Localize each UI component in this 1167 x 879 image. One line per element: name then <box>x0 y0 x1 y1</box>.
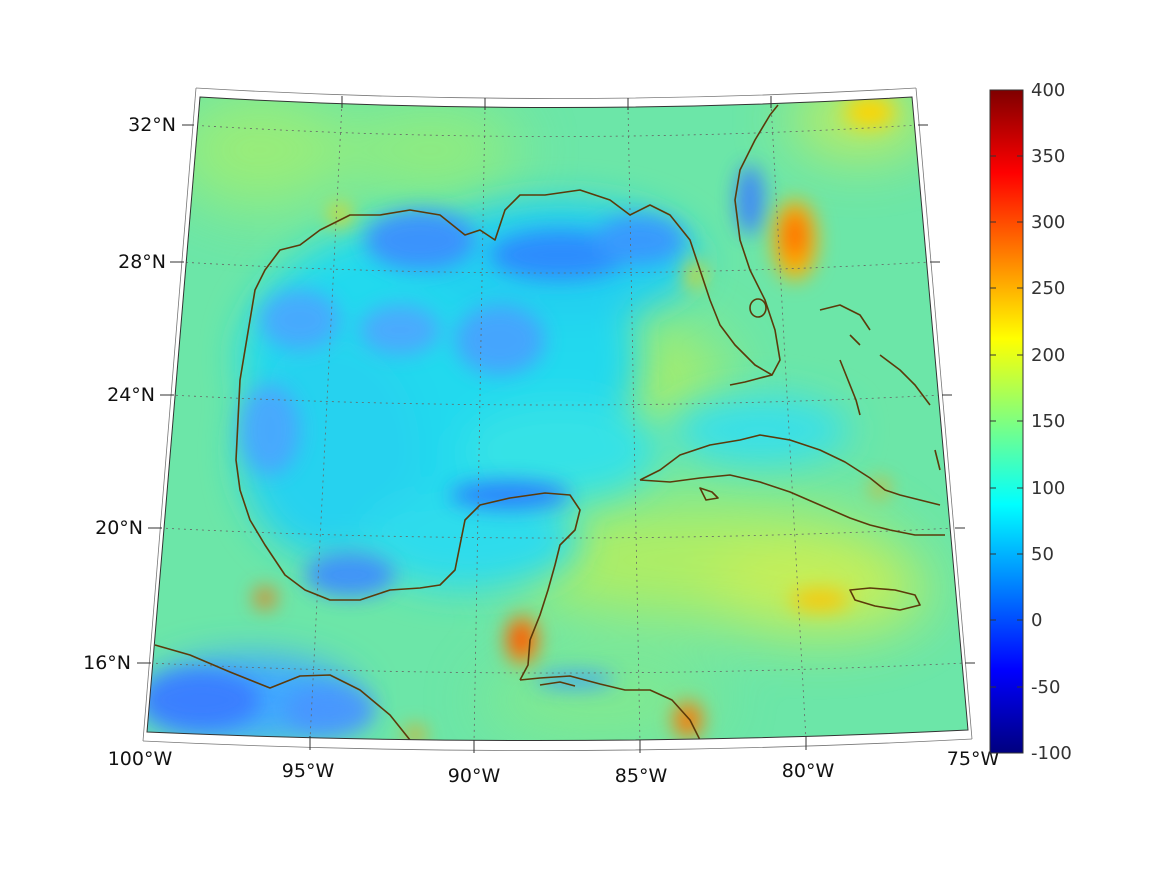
lat-label-24: 24°N <box>107 384 155 406</box>
colorbar-tick-label: 50 <box>1031 544 1054 565</box>
lon-label-100: 100°W <box>108 748 173 770</box>
latitude-labels: 32°N 28°N 24°N 20°N 16°N <box>83 114 176 674</box>
lon-label-95: 95°W <box>282 760 335 782</box>
colorbar-tick-label: 300 <box>1031 212 1065 233</box>
colorbar-labels: 400 350 300 250 200 150 100 50 0 -50 -10… <box>1031 80 1072 764</box>
colorbar-tick-label: 150 <box>1031 411 1065 432</box>
colorbar: 400 350 300 250 200 150 100 50 0 -50 -10… <box>989 80 1072 764</box>
lat-label-32: 32°N <box>128 114 176 136</box>
colorbar-ticks <box>990 155 1023 688</box>
colorbar-tick-label: 200 <box>1031 345 1065 366</box>
heatmap-field <box>147 97 968 741</box>
frame-ticks <box>137 96 975 753</box>
map-frame <box>146 96 969 742</box>
lat-label-16: 16°N <box>83 652 131 674</box>
lat-label-28: 28°N <box>118 251 166 273</box>
colorbar-tick-label: 250 <box>1031 278 1065 299</box>
lon-label-80: 80°W <box>782 760 835 782</box>
colorbar-tick-label: 350 <box>1031 146 1065 167</box>
colorbar-tick-label: -100 <box>1031 743 1072 764</box>
colorbar-tick-label: 400 <box>1031 80 1065 101</box>
colorbar-tick-label: 0 <box>1031 610 1042 631</box>
lon-label-85: 85°W <box>615 765 668 787</box>
coastlines <box>154 104 945 741</box>
colorbar-tick-label: 100 <box>1031 478 1065 499</box>
lon-label-75: 75°W <box>947 748 1000 770</box>
lon-label-90: 90°W <box>448 765 501 787</box>
lat-label-20: 20°N <box>95 517 143 539</box>
longitude-labels: 100°W 95°W 90°W 85°W 80°W 75°W <box>108 748 1000 787</box>
colorbar-tick-label: -50 <box>1031 677 1060 698</box>
